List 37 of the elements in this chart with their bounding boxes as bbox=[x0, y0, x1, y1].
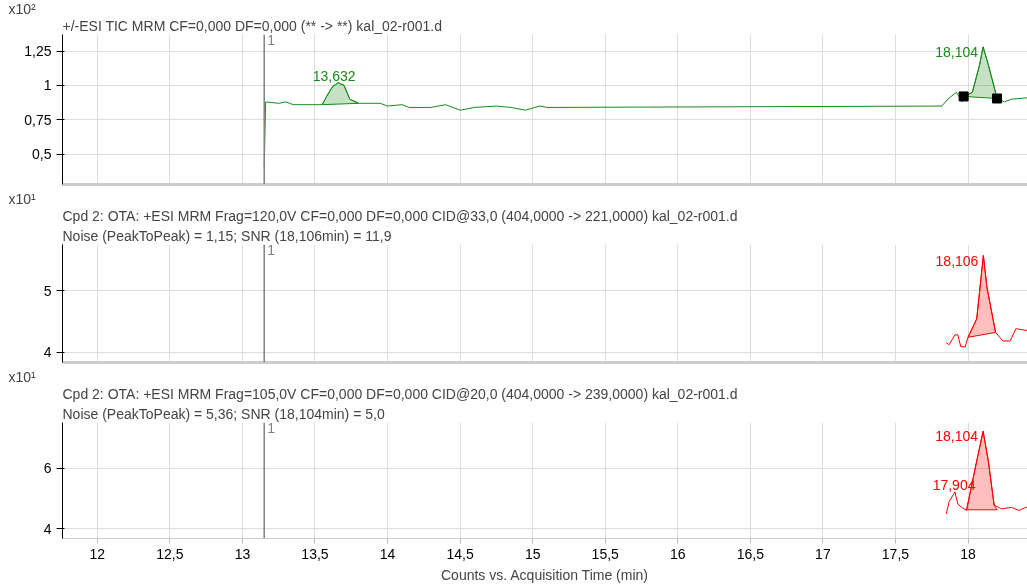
x-tick-label: 12 bbox=[89, 545, 106, 562]
y-tick-label: 1 bbox=[43, 77, 52, 94]
chart-title: Cpd 2: OTA: +ESI MRM Frag=120,0V CF=0,000 DF=0,000 CID@33,0 (404,0000 -> 221,0000) kal_02-r001.d bbox=[62, 207, 738, 224]
y-tick-label: 0,75 bbox=[24, 111, 52, 128]
y-axis-title: x10¹ bbox=[8, 190, 37, 207]
x-tick-label: 17,5 bbox=[881, 545, 910, 562]
annotation: 18,106 bbox=[935, 252, 979, 269]
x-tick-label: 15 bbox=[524, 545, 541, 562]
chart-title: +/-ESI TIC MRM CF=0,000 DF=0,000 (** -> **) kal_02-r001.d bbox=[62, 17, 442, 34]
y-axis-title: x10¹ bbox=[8, 368, 37, 385]
chart-title: Cpd 2: OTA: +ESI MRM Frag=105,0V CF=0,000 DF=0,000 CID@20,0 (404,0000 -> 239,0000) kal_02-r001.d bbox=[62, 385, 738, 402]
x-axis-title: Counts vs. Acquisition Time (min) bbox=[441, 566, 648, 583]
y-tick-label: 4 bbox=[43, 520, 52, 537]
annotation: 18,104 bbox=[935, 43, 979, 60]
x-tick-label: 18 bbox=[960, 545, 976, 562]
annotation: 18,104 bbox=[935, 428, 979, 445]
x-tick-label: 15,5 bbox=[591, 545, 620, 562]
chart-subtitle: Noise (PeakToPeak) = 5,36; SNR (18,104min) = 5,0 bbox=[62, 405, 385, 422]
x-tick-label: 14,5 bbox=[446, 545, 474, 562]
annotation: 13,632 bbox=[312, 67, 356, 84]
x-tick-label: 13,5 bbox=[301, 545, 329, 562]
y-tick-label: 6 bbox=[43, 460, 52, 477]
annotation: 1 bbox=[267, 31, 276, 48]
y-tick-label: 0,5 bbox=[32, 146, 52, 163]
x-tick-label: 17 bbox=[815, 545, 831, 562]
x-tick-label: 12,5 bbox=[156, 545, 184, 562]
x-tick-label: 13 bbox=[234, 545, 251, 562]
annotation: 1 bbox=[267, 419, 276, 436]
y-tick-label: 1,25 bbox=[24, 43, 52, 60]
annotation: 1 bbox=[267, 241, 276, 258]
x-tick-label: 14 bbox=[379, 545, 396, 562]
x-tick-label: 16,5 bbox=[736, 545, 765, 562]
y-axis-title: x10² bbox=[8, 0, 37, 17]
x-tick-label: 16 bbox=[669, 545, 686, 562]
y-tick-label: 5 bbox=[43, 282, 52, 299]
y-tick-label: 4 bbox=[43, 344, 52, 361]
chart-subtitle: Noise (PeakToPeak) = 1,15; SNR (18,106min) = 11,9 bbox=[62, 227, 392, 244]
